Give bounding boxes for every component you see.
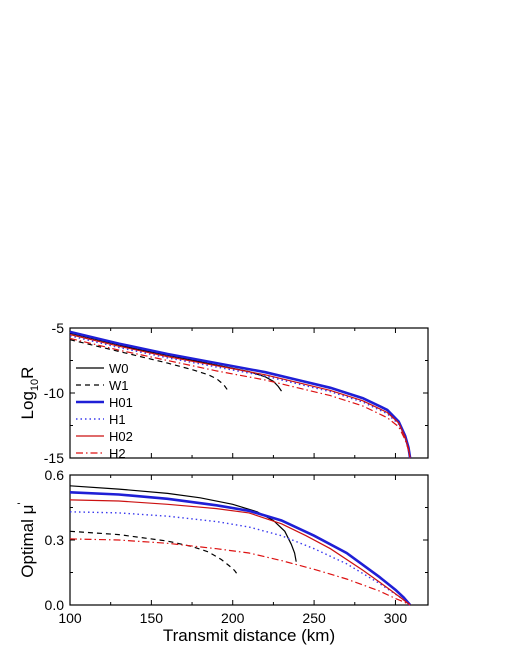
legend-label-w1: W1 (109, 378, 129, 393)
bottom-series-h01 (69, 491, 412, 606)
bottom-y-tick-label: 0.3 (45, 532, 65, 548)
top-y-axis-title: Log10R (18, 367, 41, 420)
bottom-series-group (69, 485, 412, 606)
legend-label-h01: H01 (109, 395, 133, 410)
legend-label-h02: H02 (109, 429, 133, 444)
legend-label-h1: H1 (109, 412, 126, 427)
legend-label-h2: H2 (109, 446, 126, 461)
top-y-tick-label: -15 (44, 450, 64, 466)
bottom-y-axis-title: Optimal μ' (15, 502, 37, 577)
bottom-x-tick-label: 300 (384, 610, 408, 626)
bottom-series-h1 (69, 511, 411, 606)
top-axis-ticks: -15 -10 -5 (44, 320, 428, 466)
bottom-x-tick-label: 150 (140, 610, 164, 626)
bottom-series-w1 (69, 530, 239, 576)
legend-label-w0: W0 (109, 361, 129, 376)
x-axis-title: Transmit distance (km) (163, 626, 335, 645)
top-series-w1 (69, 339, 229, 391)
bottom-series-h02 (69, 499, 411, 606)
bottom-series-w0 (69, 485, 297, 562)
bottom-x-tick-label: 100 (58, 610, 82, 626)
top-series-h1 (69, 335, 411, 459)
bottom-series-h2 (69, 538, 411, 606)
bottom-y-tick-label: 0.6 (45, 467, 65, 483)
legend: W0 W1 H01 H1 H02 H2 (76, 361, 133, 461)
bottom-x-tick-label: 250 (302, 610, 326, 626)
bottom-x-tick-label: 200 (221, 610, 245, 626)
top-series-h2 (69, 337, 411, 459)
top-y-tick-label: -10 (44, 385, 64, 401)
top-y-tick-label: -5 (52, 320, 65, 336)
bottom-y-tick-label: 0.0 (45, 597, 65, 613)
top-series-h02 (69, 333, 411, 459)
top-series-group (69, 330, 412, 459)
bottom-axis-ticks: 100 150 200 250 300 0.0 0.3 0.6 (45, 467, 428, 626)
